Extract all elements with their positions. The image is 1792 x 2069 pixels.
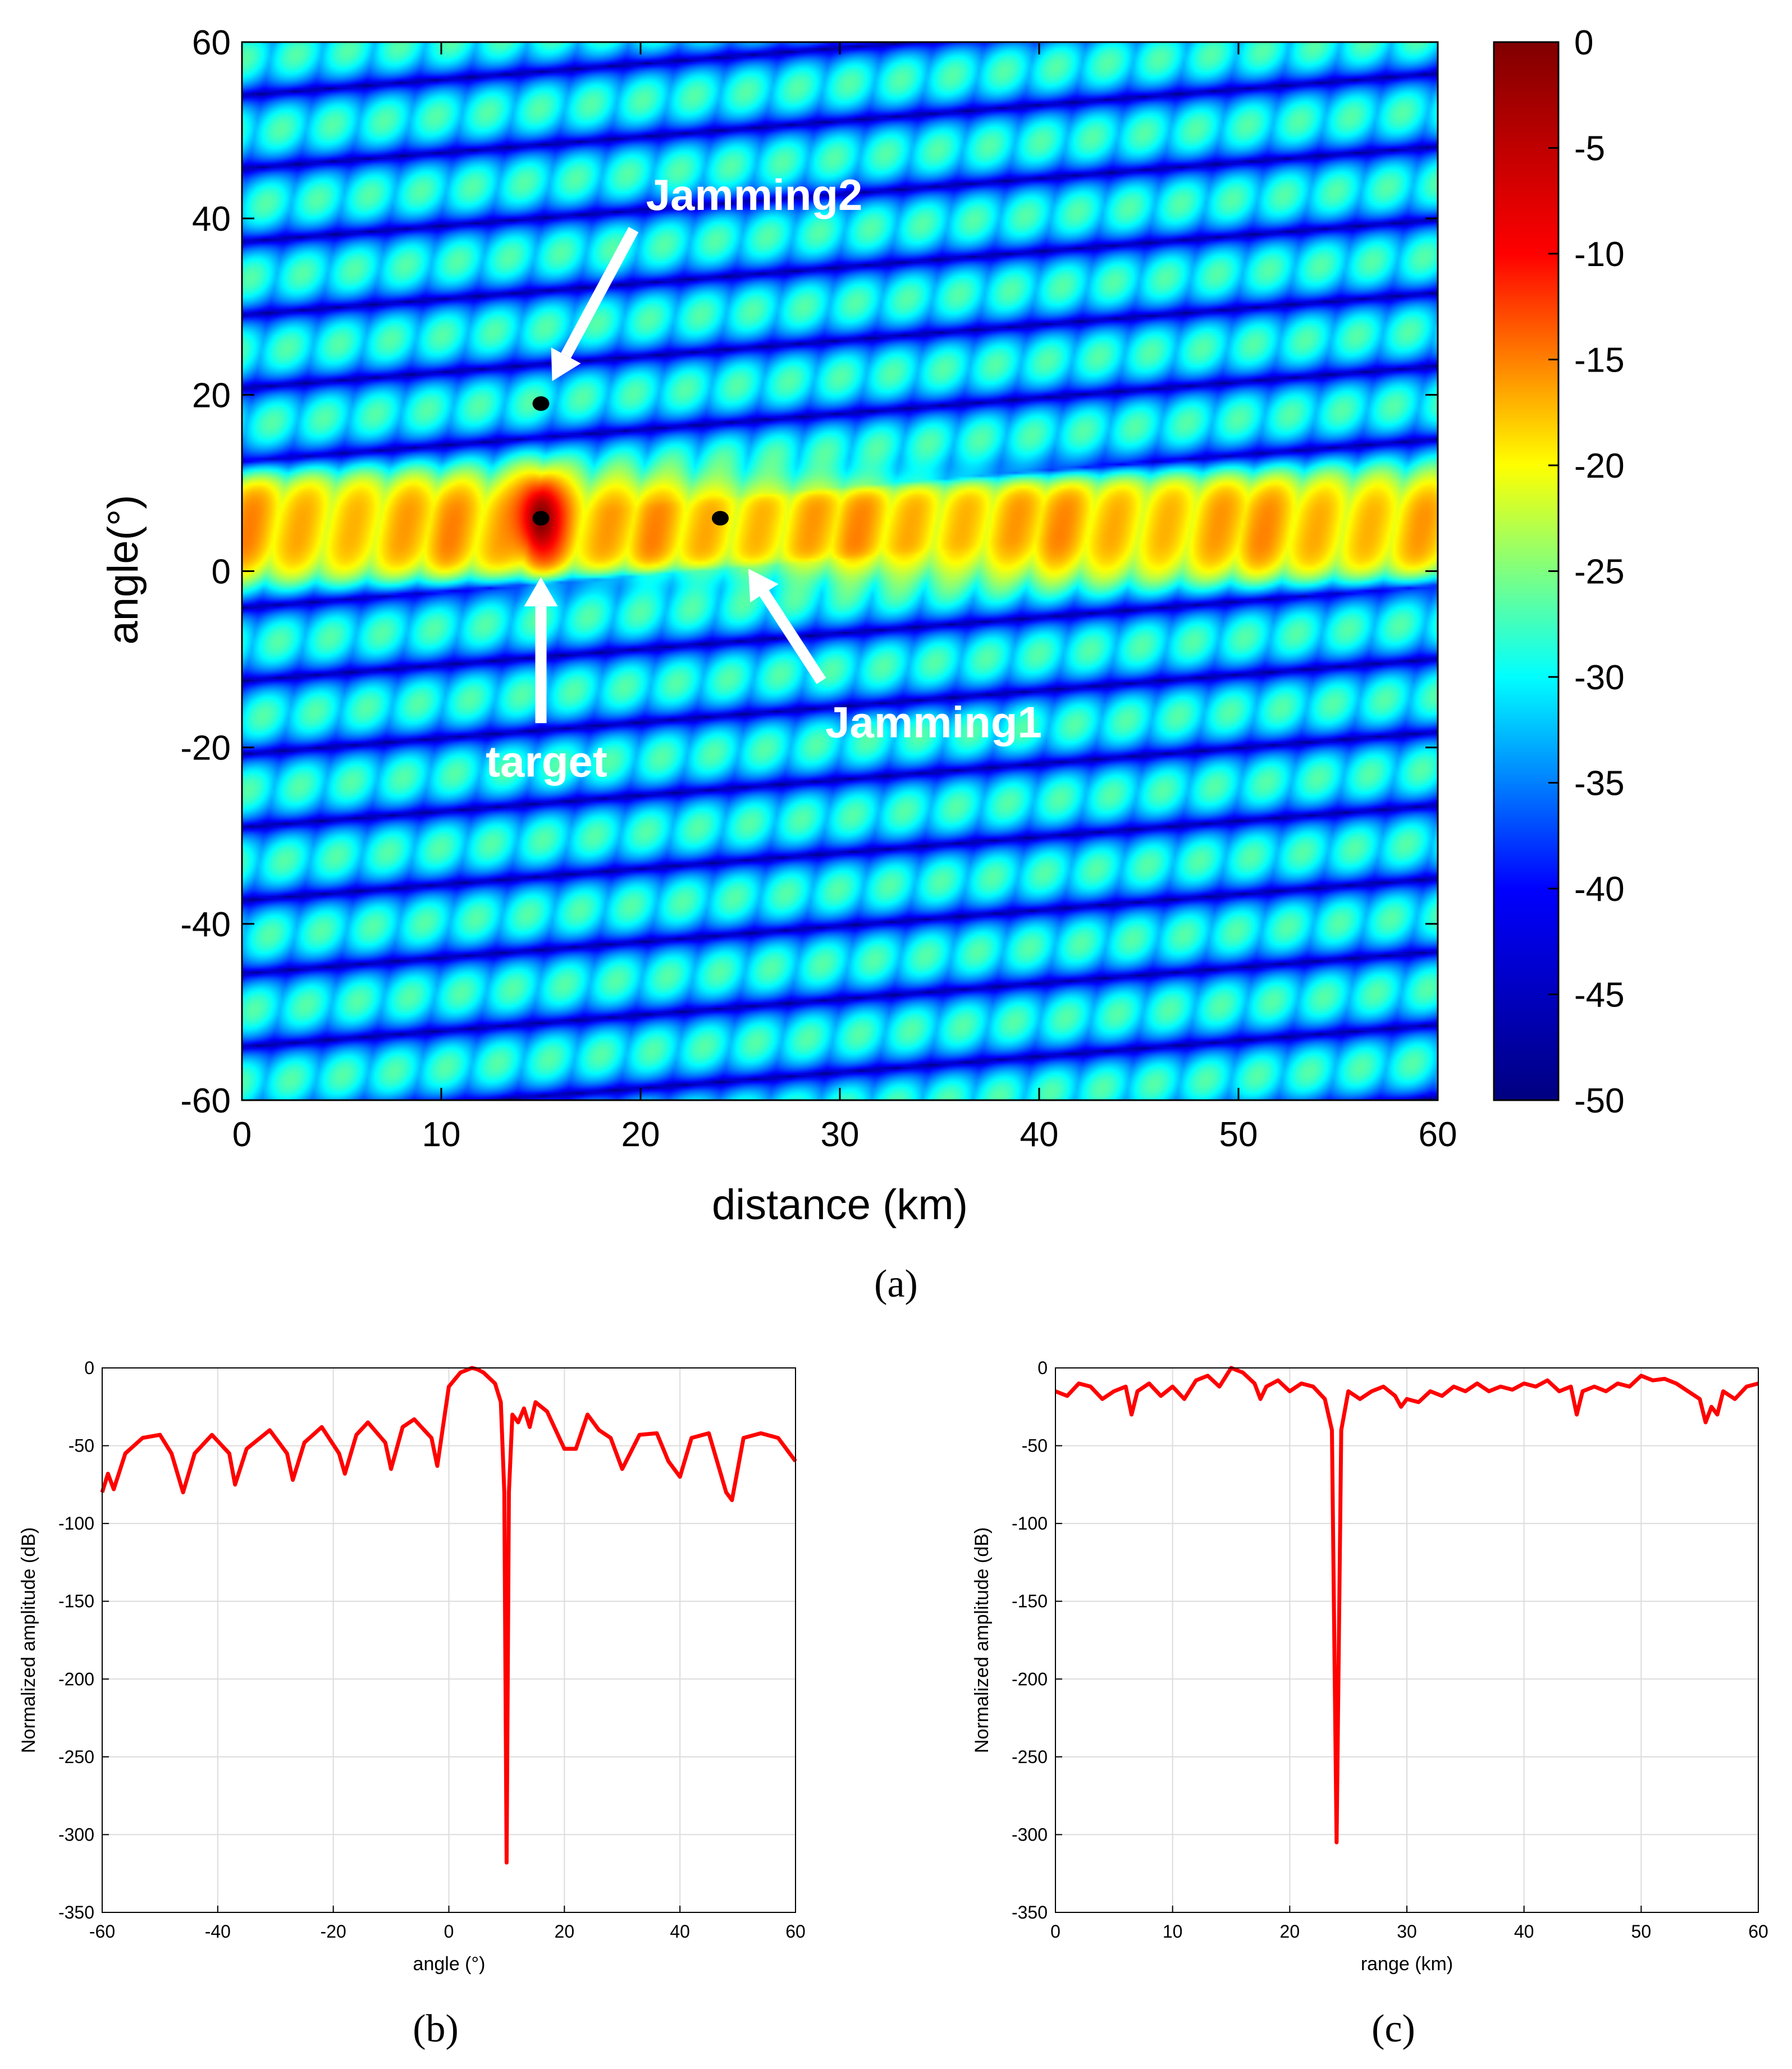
panel-b-y-tick-label: -150 (58, 1591, 94, 1612)
panel-a-y-tick-label: -20 (180, 729, 231, 768)
panel-a-y-tick-label: 60 (192, 24, 231, 62)
panel-a-heatmap: 0 10 20 30 40 50 60 60 40 20 0 -20 -40 -60 distance … (99, 24, 1457, 1229)
panel-a-y-tick-label: -40 (180, 905, 231, 944)
panel-a-x-axis-label: distance (km) (712, 1181, 968, 1229)
panel-c-y-tick-label: -150 (1012, 1591, 1048, 1612)
panel-c-x-axis-label: range (km) (1361, 1953, 1453, 1975)
point-marker-jamming2 (532, 396, 550, 411)
colorbar-fill (1494, 42, 1558, 1100)
panel-c-y-tick-label: -250 (1012, 1747, 1048, 1767)
panel-a-annotations: target Jamming1 Jamming2 (486, 170, 1042, 786)
panel-b-x-tick-label: 20 (555, 1921, 575, 1942)
point-marker-target (532, 511, 550, 526)
panel-a-y-tick-label: -60 (180, 1082, 231, 1120)
panel-b-y-tick-label: -100 (58, 1513, 94, 1534)
panel-c-x-tick-label: 50 (1631, 1921, 1652, 1942)
jamming1-label: Jamming1 (825, 697, 1042, 747)
panel-b-x-ticks: -60 -40 -20 0 20 40 60 (89, 1906, 806, 1942)
colorbar-tick-label: -20 (1574, 447, 1625, 486)
caption-c: (c) (1372, 2007, 1415, 2050)
panel-c-x-ticks: 0 10 20 30 40 50 60 (1050, 1906, 1768, 1942)
panel-b-y-tick-label: -300 (58, 1824, 94, 1844)
colorbar-tick-label: -45 (1574, 976, 1625, 1015)
panel-b-y-axis-label: Normalized amplitude (dB) (18, 1527, 39, 1754)
panel-c-x-tick-label: 60 (1748, 1921, 1768, 1942)
panel-b-series-line (100, 1366, 797, 1865)
panel-a-y-ticks: 60 40 20 0 -20 -40 -60 (180, 24, 1438, 1120)
panel-c-x-tick-label: 40 (1514, 1921, 1534, 1942)
panel-b-y-tick-label: -200 (58, 1669, 94, 1689)
panel-a-y-tick-label: 0 (212, 553, 231, 592)
panel-a-x-tick-label: 20 (621, 1115, 660, 1154)
panel-a-x-tick-label: 40 (1020, 1115, 1059, 1154)
panel-c-y-tick-label: -300 (1012, 1824, 1048, 1844)
jamming2-label: Jamming2 (646, 170, 863, 219)
panel-a-y-axis-label: angle(°) (99, 495, 147, 645)
point-marker-jamming1 (712, 511, 729, 526)
colorbar-tick-label: -30 (1574, 658, 1625, 697)
target-arrow-head (524, 577, 558, 607)
heatmap-raster (242, 42, 1438, 1100)
panel-c-x-tick-label: 10 (1163, 1921, 1183, 1942)
panel-b-x-axis-label: angle (°) (413, 1953, 486, 1975)
panel-c-y-tick-label: 0 (1037, 1358, 1048, 1378)
panel-a-x-tick-label: 0 (232, 1115, 252, 1154)
colorbar-tick-label: -40 (1574, 870, 1625, 909)
panel-c-series-line (1054, 1366, 1759, 1844)
panel-c-y-axis-label: Normalized amplitude (dB) (971, 1527, 993, 1754)
panel-c-y-tick-label: -350 (1012, 1902, 1048, 1922)
jamming2-arrow-head (551, 347, 581, 382)
panel-a-y-tick-label: 40 (192, 200, 231, 239)
panel-b-x-tick-label: 0 (444, 1921, 454, 1942)
panel-b-line-chart: -60 -40 -20 0 20 40 60 0-50-100-150-200-250-30… (18, 1358, 806, 1975)
panel-a-x-tick-label: 30 (821, 1115, 860, 1154)
colorbar-tick-label: 0 (1574, 24, 1593, 62)
panel-b-x-tick-label: -40 (205, 1921, 231, 1942)
panel-c-y-tick-label: -200 (1012, 1669, 1048, 1689)
colorbar-tick-label: -5 (1574, 130, 1605, 168)
panel-a-x-tick-label: 10 (422, 1115, 461, 1154)
colorbar-tick-label: -25 (1574, 553, 1625, 592)
panel-c-y-ticks: 0 -50 -100 -150 -200 -250 -300 -350 (1012, 1358, 1062, 1922)
panel-a-y-tick-label: 20 (192, 376, 231, 415)
panel-b-y-ticks: 0 -50 -100 -150 -200 -250 -300 -350 (58, 1358, 109, 1922)
panel-a-x-tick-label: 60 (1419, 1115, 1457, 1154)
panel-c-y-tick-label: -50 (1022, 1436, 1048, 1456)
colorbar-tick-label: -35 (1574, 765, 1625, 803)
panel-c-x-tick-label: 30 (1397, 1921, 1417, 1942)
caption-b: (b) (413, 2007, 459, 2050)
panel-c-x-tick-label: 0 (1050, 1921, 1060, 1942)
colorbar-tick-label: -10 (1574, 235, 1625, 274)
panel-b-y-tick-label: 0 (84, 1358, 94, 1378)
panel-b-x-tick-label: 60 (785, 1921, 806, 1942)
colorbar: 0 -5 -10 -15 -20 -25 -30 -35 -40 -45 -50 (1493, 24, 1625, 1120)
heatmap-raster-container (242, 42, 1438, 1100)
panel-a-x-tick-label: 50 (1219, 1115, 1258, 1154)
jamming1-arrow-shaft (759, 590, 826, 684)
panel-c-x-tick-label: 20 (1280, 1921, 1300, 1942)
panel-b-y-tick-label: -50 (68, 1436, 94, 1456)
colorbar-tick-label: -50 (1574, 1082, 1625, 1120)
target-label: target (486, 736, 607, 786)
jamming2-arrow-shaft (561, 227, 639, 358)
panel-b-y-tick-label: -250 (58, 1747, 94, 1767)
panel-b-x-tick-label: -60 (89, 1921, 115, 1942)
colorbar-tick-label: -15 (1574, 341, 1625, 380)
panel-b-x-tick-label: 40 (670, 1921, 690, 1942)
jamming1-arrow-head (748, 569, 779, 603)
panel-c-y-tick-label: -100 (1012, 1513, 1048, 1534)
panel-b-x-tick-label: -20 (321, 1921, 346, 1942)
panel-b-y-tick-label: -350 (58, 1902, 94, 1922)
panel-a-x-ticks: 0 10 20 30 40 50 60 (232, 42, 1457, 1154)
caption-a: (a) (874, 1262, 918, 1306)
panel-c-line-chart: 0 10 20 30 40 50 60 0 -50 -100 -150 -200 -250 -300 -3… (971, 1358, 1768, 1975)
colorbar-ticks: 0 -5 -10 -15 -20 -25 -30 -35 -40 -45 -50 (1548, 24, 1625, 1120)
